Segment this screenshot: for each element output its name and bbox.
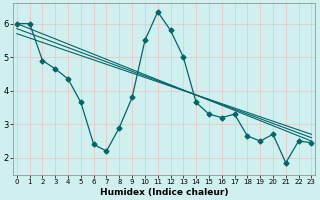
X-axis label: Humidex (Indice chaleur): Humidex (Indice chaleur) xyxy=(100,188,228,197)
